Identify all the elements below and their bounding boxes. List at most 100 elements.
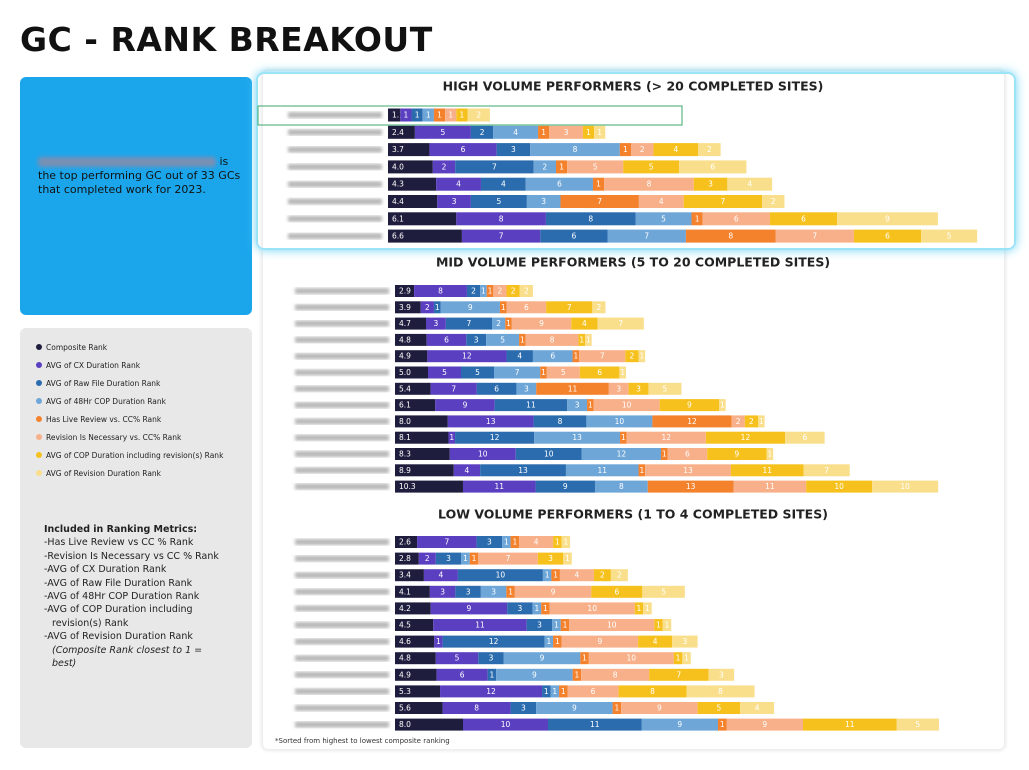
segment-label: 7 bbox=[451, 384, 456, 393]
bar-segment bbox=[648, 382, 682, 395]
bar-segment bbox=[592, 177, 605, 191]
segment-label: 8 bbox=[558, 417, 563, 426]
segment-label: 1 bbox=[596, 180, 601, 189]
segment-label: 6 bbox=[460, 670, 465, 679]
redacted-label bbox=[295, 655, 389, 662]
legend-swatch bbox=[36, 434, 42, 440]
redacted-label bbox=[295, 671, 389, 678]
bar-segment bbox=[533, 415, 587, 428]
segment-label: 8 bbox=[499, 214, 504, 223]
bar-segment bbox=[496, 668, 573, 681]
bar-segment bbox=[536, 382, 609, 395]
segment-label: 11 bbox=[597, 466, 607, 475]
bar-segment bbox=[635, 212, 692, 226]
bar-segment bbox=[494, 366, 541, 379]
redacted-label bbox=[288, 112, 382, 118]
segment-label: 4 bbox=[501, 180, 506, 189]
bar-segment bbox=[660, 448, 668, 460]
legend-label: AVG of 48Hr COP Duration Rank bbox=[46, 397, 166, 406]
bar-segment bbox=[525, 333, 579, 346]
bar-segment bbox=[440, 301, 500, 314]
metric-item: -AVG of Raw File Duration Rank bbox=[44, 577, 193, 589]
segment-label: 1 bbox=[767, 450, 772, 459]
bar-segment bbox=[435, 399, 495, 412]
bar-segment bbox=[455, 585, 481, 598]
segment-label: 9 bbox=[677, 720, 682, 729]
segment-label: 5 bbox=[455, 654, 460, 663]
bar-segment bbox=[579, 350, 626, 363]
segment-label: 6.6 bbox=[392, 232, 404, 241]
segment-label: 9 bbox=[762, 720, 767, 729]
segment-label: 6 bbox=[614, 587, 619, 596]
bar-segment bbox=[461, 366, 494, 379]
segment-label: 9 bbox=[563, 482, 568, 491]
bar-segment bbox=[417, 536, 477, 548]
segment-label: 1 bbox=[588, 401, 593, 410]
segment-label: 6 bbox=[802, 433, 807, 442]
top-row-outline bbox=[257, 105, 683, 126]
bar-segment bbox=[395, 285, 415, 297]
redacted-label bbox=[288, 198, 382, 205]
bar-segment bbox=[494, 399, 568, 412]
bar-segment bbox=[631, 143, 654, 157]
segment-label: 3 bbox=[708, 180, 713, 189]
segment-label: 1 bbox=[759, 417, 764, 426]
bar-segment bbox=[467, 108, 490, 122]
segment-label: 4.9 bbox=[399, 352, 411, 361]
bar-segment bbox=[519, 536, 554, 548]
bar-segment bbox=[414, 125, 471, 139]
segment-label: 6 bbox=[461, 145, 466, 154]
segment-label: 10 bbox=[900, 482, 910, 491]
segment-label: 5 bbox=[442, 368, 447, 377]
legend-panel: Composite Rank AVG of CX Duration Rank AVG… bbox=[20, 328, 252, 748]
segment-label: 5 bbox=[593, 162, 598, 171]
bar-segment bbox=[456, 212, 546, 226]
bar-segment bbox=[480, 585, 507, 598]
segment-label: 12 bbox=[486, 687, 496, 696]
bar-segment bbox=[461, 552, 470, 565]
bar-segment bbox=[462, 480, 536, 493]
bar-segment bbox=[541, 602, 550, 615]
bar-segment bbox=[496, 143, 531, 157]
bar-segment bbox=[388, 160, 433, 174]
bar-segment bbox=[719, 399, 726, 412]
bar-segment bbox=[429, 585, 456, 598]
footnote: *Sorted from highest to lowest composite… bbox=[275, 737, 450, 745]
bar-segment bbox=[691, 212, 703, 226]
bar-segment bbox=[395, 350, 428, 363]
bar-segment bbox=[591, 585, 643, 598]
segment-label: 13 bbox=[683, 466, 693, 475]
segment-label: 8 bbox=[728, 232, 733, 241]
segment-label: 7 bbox=[506, 554, 511, 563]
segment-label: 8 bbox=[619, 482, 624, 491]
segment-label: 7 bbox=[492, 162, 497, 171]
segment-label: 1 bbox=[463, 554, 468, 563]
segment-label: 1 bbox=[621, 433, 626, 442]
bar-segment bbox=[506, 585, 515, 598]
bar-segment bbox=[436, 668, 488, 681]
segment-label: 1 bbox=[563, 538, 568, 547]
redacted-label bbox=[295, 555, 389, 562]
segment-label: 1 bbox=[520, 335, 525, 344]
segment-label: 1 bbox=[435, 303, 440, 312]
bar-segment bbox=[686, 685, 755, 698]
bar-segment bbox=[395, 602, 431, 615]
segment-label: 3.4 bbox=[399, 571, 411, 580]
segment-label: 1 bbox=[662, 450, 667, 459]
segment-label: 12 bbox=[661, 433, 671, 442]
segment-label: 7 bbox=[567, 303, 572, 312]
legend-item: Has Live Review vs. CC% Rank bbox=[36, 415, 161, 424]
segment-label: 1 bbox=[623, 145, 628, 154]
legend-label: AVG of COP Duration including revision(s… bbox=[46, 451, 224, 460]
segment-label: 5.4 bbox=[399, 384, 411, 393]
segment-label: 5 bbox=[561, 368, 566, 377]
bar-segment bbox=[652, 415, 732, 428]
segment-label: 3 bbox=[521, 704, 526, 713]
bar-segment bbox=[537, 552, 564, 565]
segment-label: 1 bbox=[565, 554, 570, 563]
legend-swatch bbox=[36, 362, 42, 368]
bar-segment bbox=[581, 448, 661, 460]
bar-segment bbox=[395, 536, 418, 548]
segment-label: 4 bbox=[659, 197, 664, 206]
bar-segment bbox=[705, 431, 786, 444]
